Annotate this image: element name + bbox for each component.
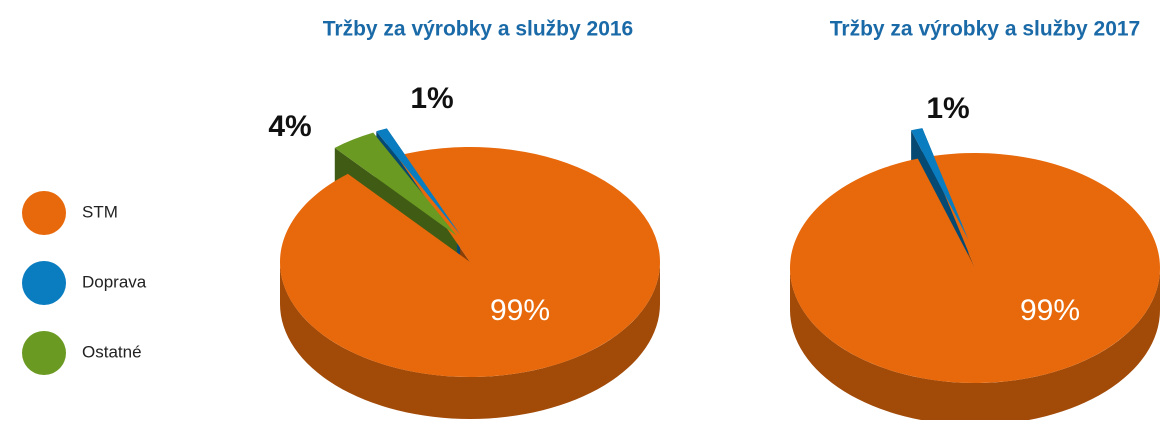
legend-swatch (22, 261, 66, 305)
chart-title: Tržby za výrobky a služby 2017 (830, 18, 1141, 41)
legend-swatch (22, 191, 66, 235)
slice (789, 153, 1160, 383)
data-label: 1% (410, 82, 453, 115)
slice (280, 146, 660, 377)
slice-wall (790, 268, 1160, 425)
legend-label: STM (82, 202, 118, 221)
slice (911, 128, 969, 240)
slice-wall (280, 262, 660, 419)
legend-swatch (22, 331, 66, 375)
data-label: 1% (926, 92, 969, 125)
chart-title: Tržby za výrobky a služby 2016 (323, 18, 634, 41)
data-label: 99% (1020, 294, 1080, 327)
legend-label: Doprava (82, 272, 147, 291)
legend-label: Ostatné (82, 342, 142, 361)
data-label: 99% (490, 294, 550, 327)
data-label: 4% (268, 110, 311, 143)
slice (334, 132, 457, 236)
slice (376, 128, 461, 235)
